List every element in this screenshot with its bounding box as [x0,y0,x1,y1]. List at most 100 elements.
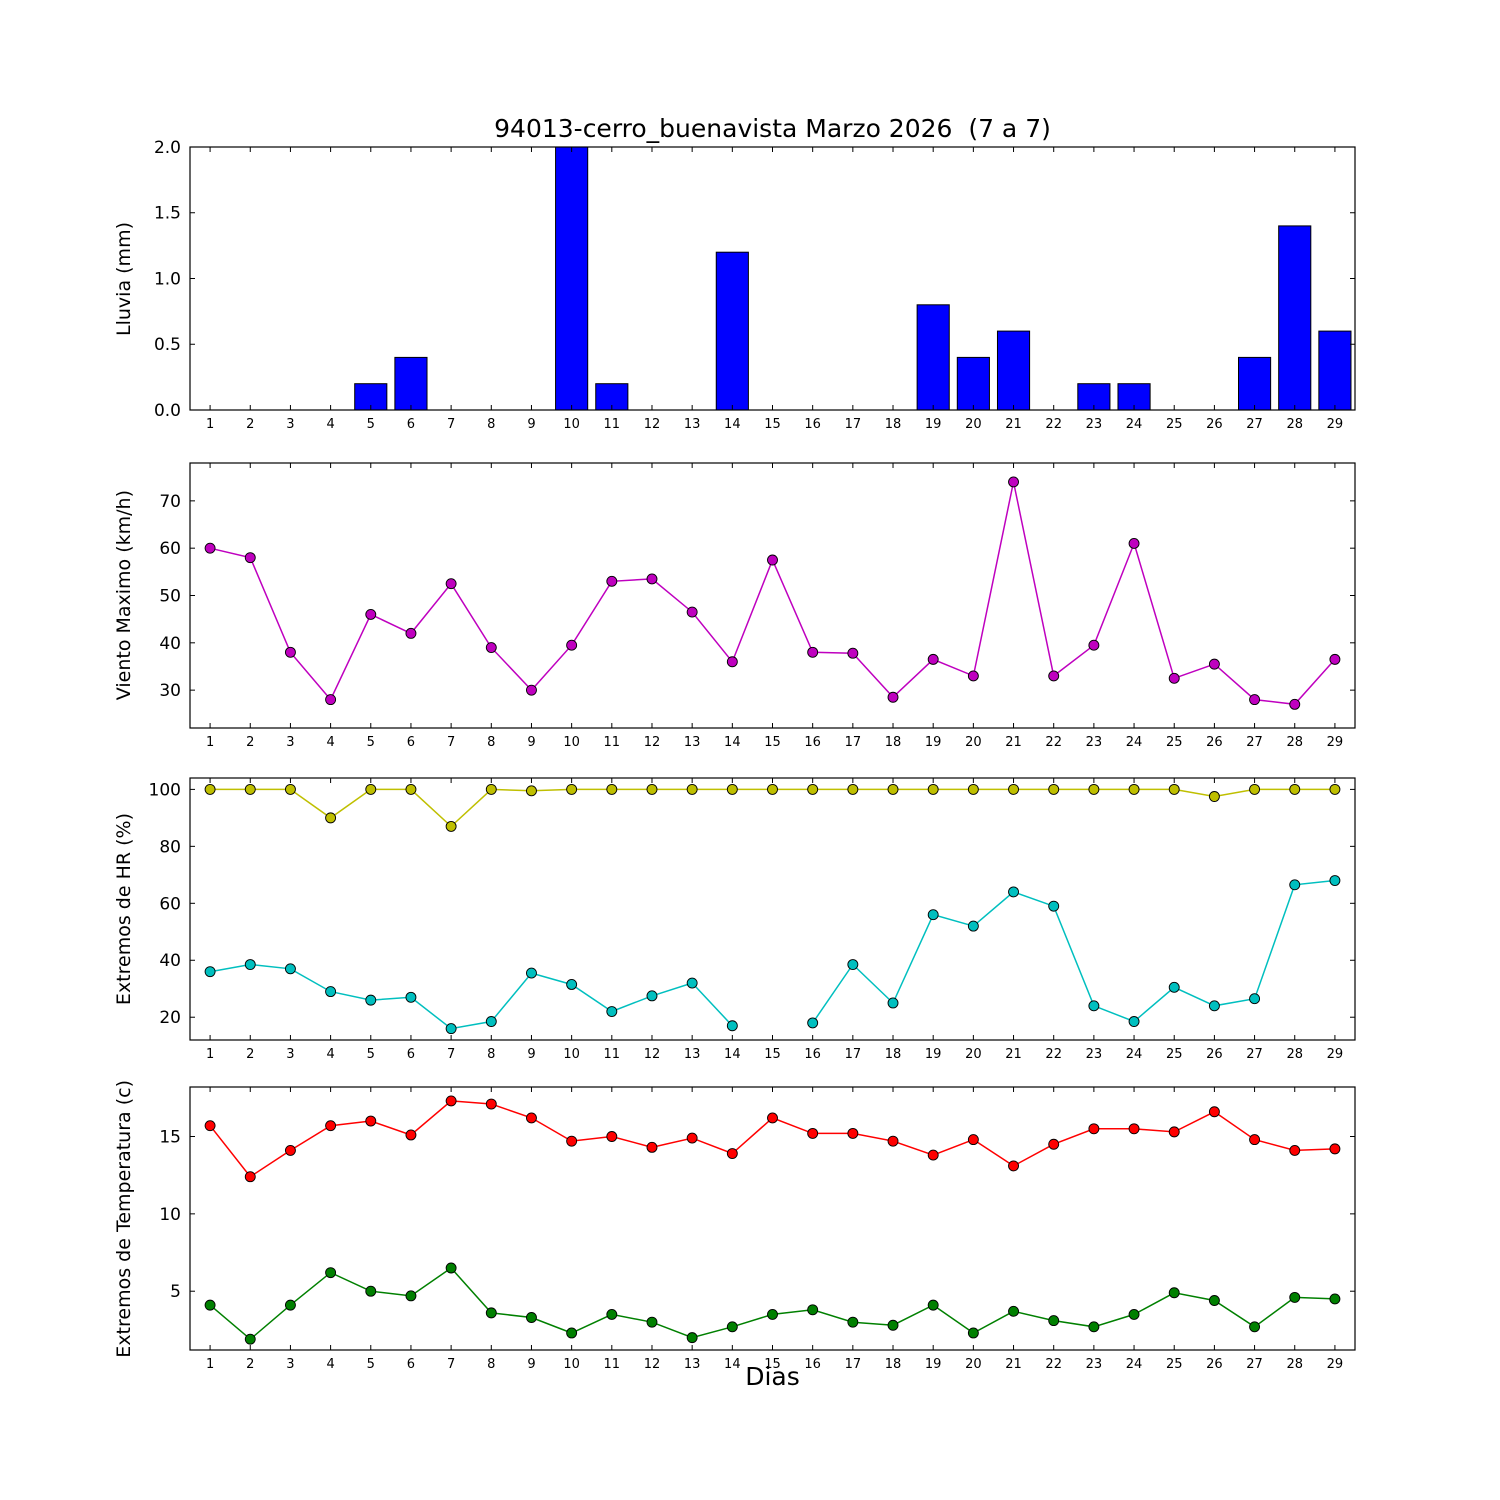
svg-text:27: 27 [1246,1047,1263,1062]
svg-text:14: 14 [724,417,741,432]
svg-text:6: 6 [407,1047,415,1062]
svg-text:40: 40 [159,634,181,654]
svg-text:24: 24 [1126,735,1143,750]
svg-text:28: 28 [1286,735,1303,750]
svg-text:18: 18 [885,1047,902,1062]
svg-text:16: 16 [804,1047,821,1062]
svg-text:21: 21 [1005,1357,1022,1372]
svg-text:27: 27 [1246,735,1263,750]
svg-text:17: 17 [845,1357,862,1372]
svg-text:5: 5 [367,417,375,432]
xlabel-dias: Dias [745,1362,800,1391]
svg-text:11: 11 [604,417,621,432]
svg-text:8: 8 [487,1357,495,1372]
svg-text:15: 15 [764,1047,781,1062]
svg-text:29: 29 [1327,1357,1344,1372]
svg-text:15: 15 [764,1357,781,1372]
svg-text:5: 5 [367,735,375,750]
svg-text:28: 28 [1286,417,1303,432]
svg-text:20: 20 [965,1047,982,1062]
svg-text:28: 28 [1286,1357,1303,1372]
svg-text:20: 20 [965,1357,982,1372]
ylabel-temperature: Extremos de Temperatura (c) [113,1079,135,1358]
ylabel-rain-wrap: Lluvia (mm) [104,147,144,410]
wind-line-chart: 1 2 3 4 5 6 7 8 9 10 11 12 13 14 15 16 17 18 19 20 21 22 23 24 2… [159,462,1356,750]
svg-text:29: 29 [1327,1047,1344,1062]
svg-text:25: 25 [1166,417,1183,432]
svg-text:12: 12 [644,1047,661,1062]
svg-text:22: 22 [1045,1357,1062,1372]
svg-text:30: 30 [159,681,181,701]
svg-text:14: 14 [724,1047,741,1062]
svg-text:24: 24 [1126,1357,1143,1372]
svg-text:9: 9 [527,417,535,432]
svg-text:7: 7 [447,417,455,432]
svg-text:15: 15 [764,735,781,750]
svg-text:17: 17 [845,417,862,432]
rain-bar-chart: 1 2 3 4 5 6 7 8 9 10 11 12 13 14 15 16 17 18 19 20 21 22 23 24 2… [154,138,1356,432]
svg-text:12: 12 [644,735,661,750]
svg-text:2.0: 2.0 [154,138,181,158]
svg-text:7: 7 [447,735,455,750]
svg-text:17: 17 [845,1047,862,1062]
svg-text:11: 11 [604,1047,621,1062]
svg-text:1.0: 1.0 [154,269,181,289]
svg-text:1: 1 [206,1357,214,1372]
svg-text:16: 16 [804,1357,821,1372]
svg-text:6: 6 [407,735,415,750]
svg-text:22: 22 [1045,735,1062,750]
ylabel-temperature-wrap: Extremos de Temperatura (c) [104,1080,144,1358]
svg-text:22: 22 [1045,1047,1062,1062]
svg-text:14: 14 [724,735,741,750]
svg-text:13: 13 [684,1047,701,1062]
svg-text:0.5: 0.5 [154,335,181,355]
svg-text:25: 25 [1166,1047,1183,1062]
svg-text:8: 8 [487,735,495,750]
svg-text:9: 9 [527,1047,535,1062]
svg-text:3: 3 [286,1047,294,1062]
svg-text:10: 10 [563,417,580,432]
ylabel-wind-wrap: Viento Maximo (km/h) [104,463,144,728]
svg-text:19: 19 [925,417,942,432]
svg-text:10: 10 [563,1357,580,1372]
svg-text:19: 19 [925,735,942,750]
svg-text:2: 2 [246,417,254,432]
svg-text:10: 10 [563,1047,580,1062]
svg-text:12: 12 [644,417,661,432]
svg-text:40: 40 [159,951,181,971]
svg-text:26: 26 [1206,735,1223,750]
svg-text:13: 13 [684,735,701,750]
svg-text:9: 9 [527,735,535,750]
svg-text:14: 14 [724,1357,741,1372]
ylabel-humidity-wrap: Extremos de HR (%) [104,778,144,1040]
svg-text:10: 10 [563,735,580,750]
svg-text:50: 50 [159,586,181,606]
ylabel-humidity: Extremos de HR (%) [113,812,135,1006]
svg-text:26: 26 [1206,1047,1223,1062]
svg-text:20: 20 [965,417,982,432]
svg-text:60: 60 [159,539,181,559]
svg-text:19: 19 [925,1047,942,1062]
svg-text:19: 19 [925,1357,942,1372]
svg-text:60: 60 [159,894,181,914]
ylabel-rain: Lluvia (mm) [113,221,135,336]
svg-text:1: 1 [206,735,214,750]
svg-text:70: 70 [159,492,181,512]
svg-text:15: 15 [159,1127,181,1147]
svg-text:7: 7 [447,1357,455,1372]
temperature-line-chart: 1 2 3 4 5 6 7 8 9 10 11 12 13 14 15 16 17 18 19 20 21 22 23 24 2… [159,1086,1356,1372]
svg-text:6: 6 [407,1357,415,1372]
svg-text:21: 21 [1005,735,1022,750]
svg-text:17: 17 [845,735,862,750]
svg-text:10: 10 [159,1205,181,1225]
svg-text:24: 24 [1126,417,1143,432]
svg-text:21: 21 [1005,1047,1022,1062]
svg-text:100: 100 [149,780,181,800]
svg-text:3: 3 [286,735,294,750]
svg-text:18: 18 [885,417,902,432]
svg-text:5: 5 [367,1357,375,1372]
svg-text:5: 5 [367,1047,375,1062]
svg-text:4: 4 [326,1047,334,1062]
